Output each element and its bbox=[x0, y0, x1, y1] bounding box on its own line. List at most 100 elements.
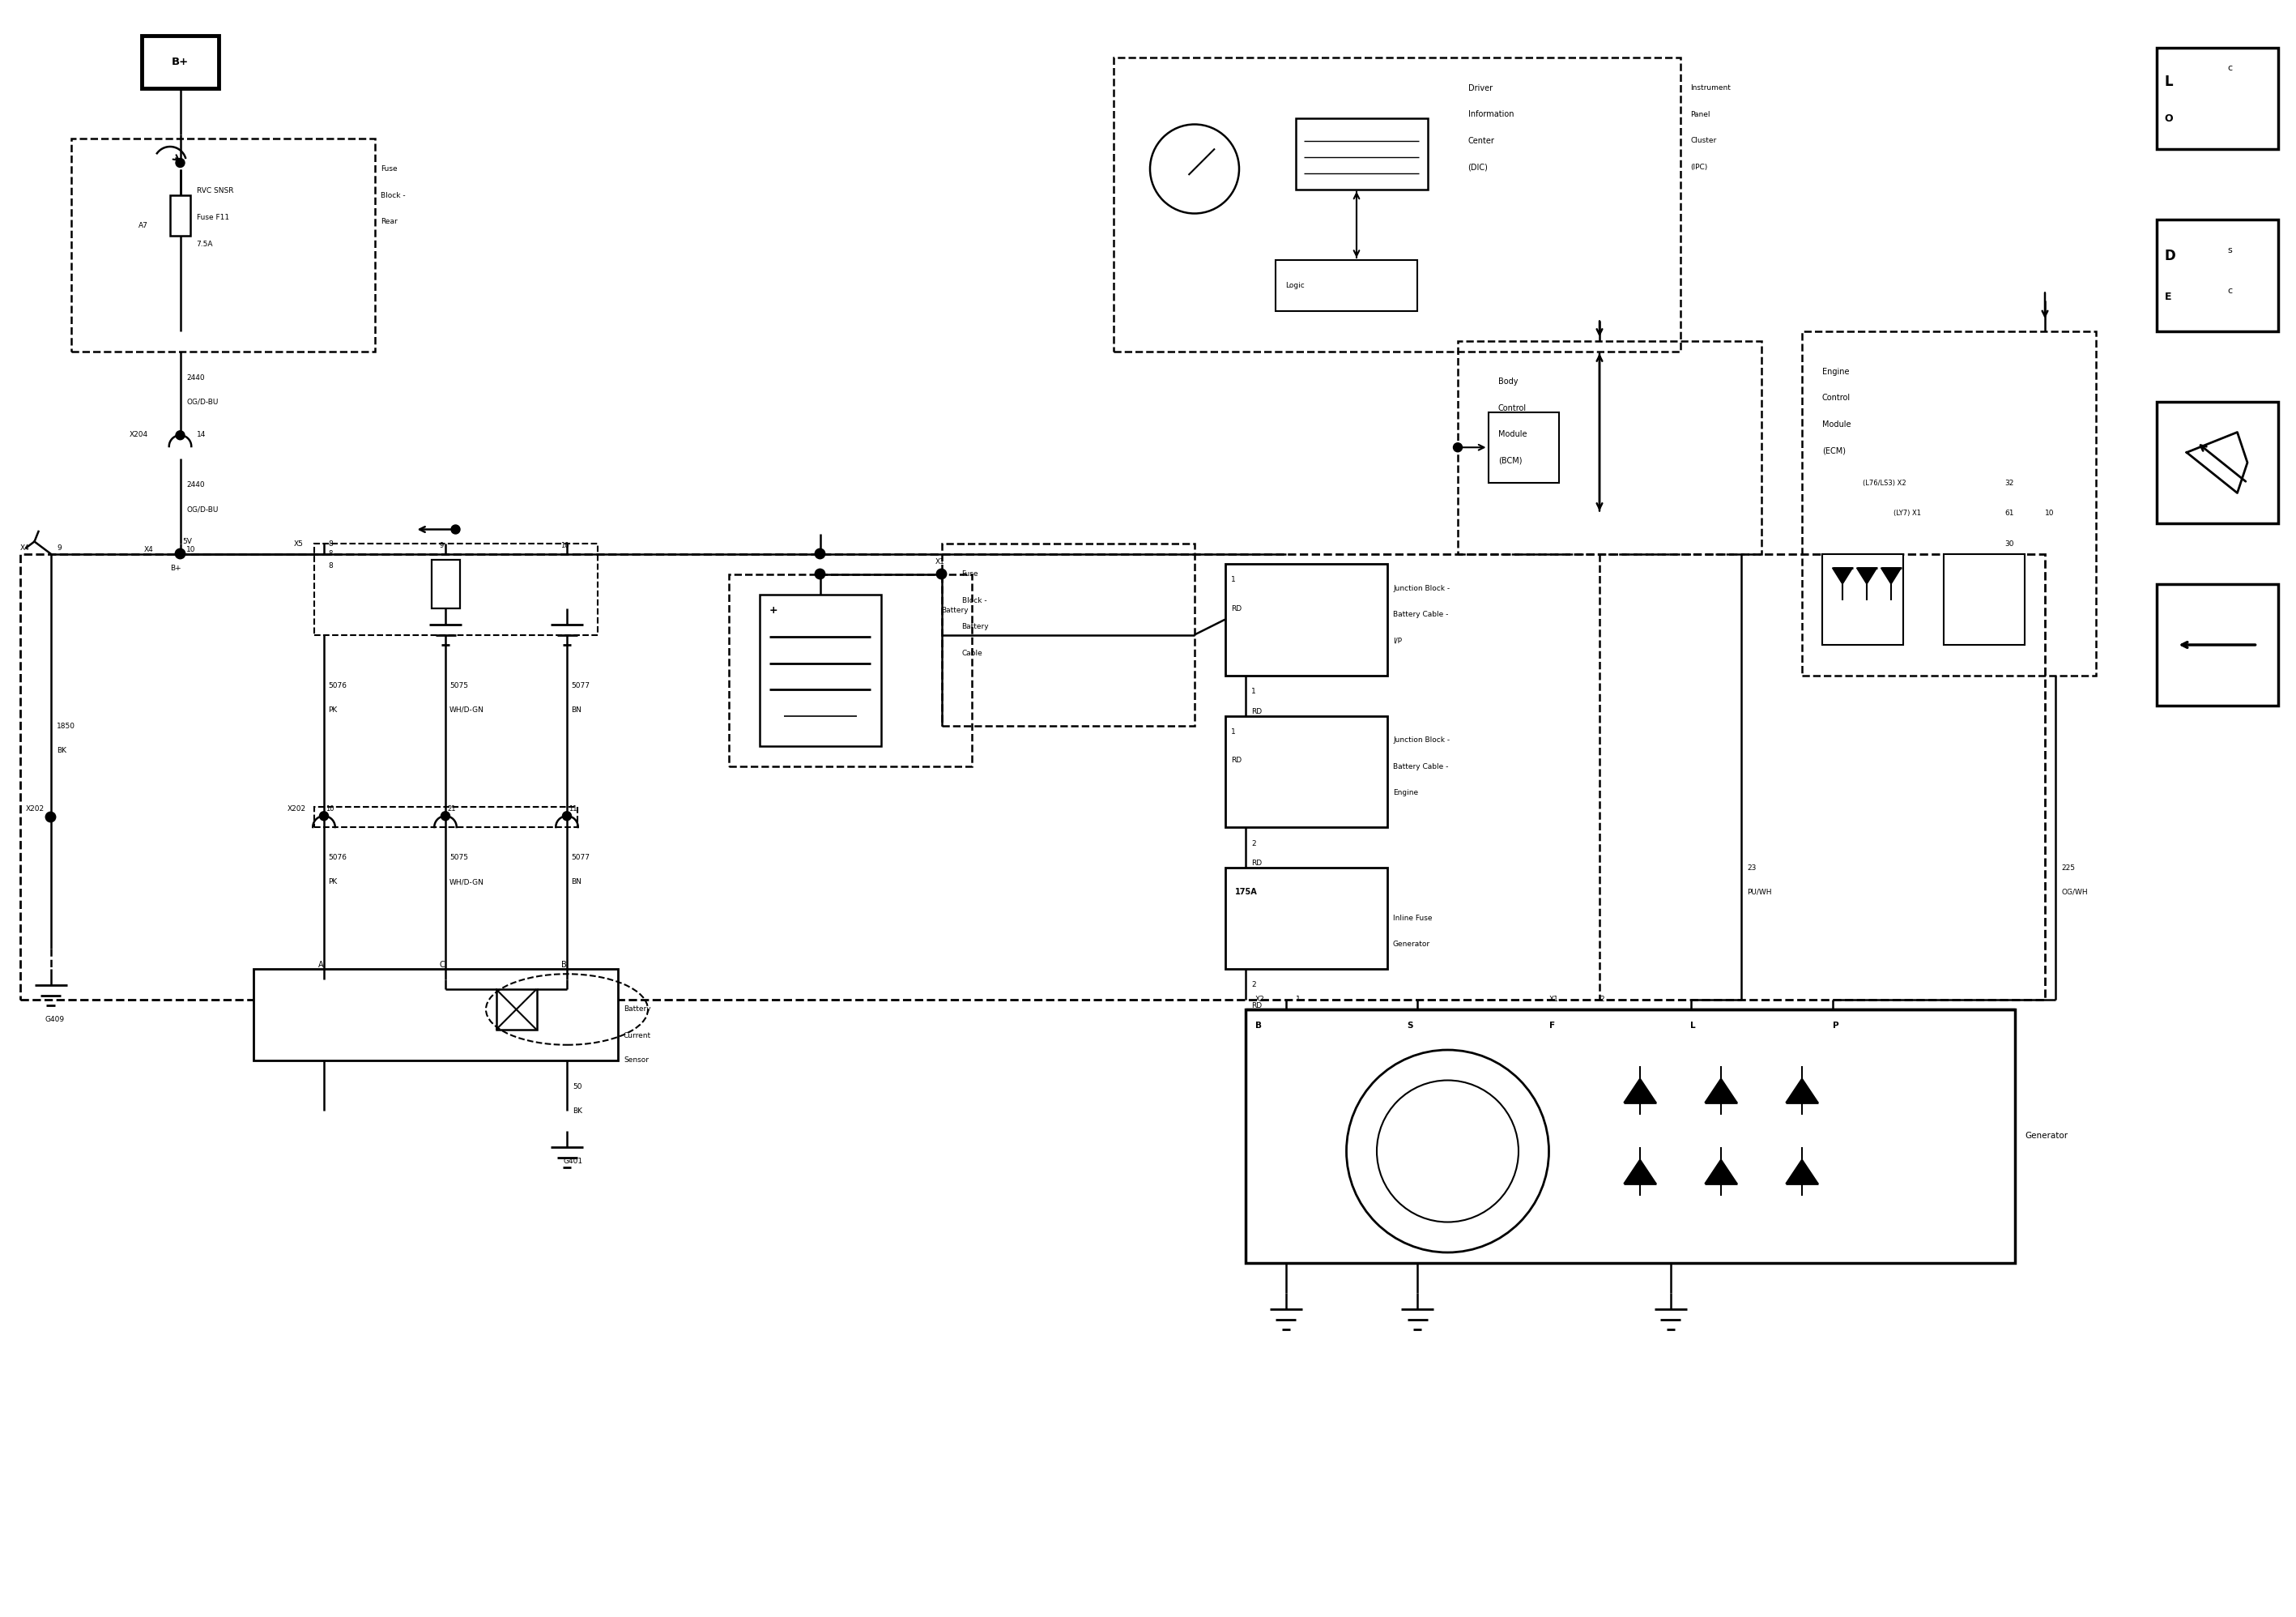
Text: Control: Control bbox=[1823, 393, 1851, 401]
Text: Battery: Battery bbox=[941, 606, 969, 614]
Text: Cable: Cable bbox=[962, 650, 983, 657]
Circle shape bbox=[815, 548, 824, 559]
Text: PK: PK bbox=[328, 878, 338, 886]
Text: Information: Information bbox=[1467, 110, 1513, 118]
Text: 8: 8 bbox=[328, 550, 333, 558]
Text: RD: RD bbox=[1251, 860, 1263, 867]
Bar bbox=[941, 543, 1194, 726]
Polygon shape bbox=[1880, 568, 1901, 584]
Text: OG/WH: OG/WH bbox=[2062, 888, 2087, 896]
Bar bbox=[253, 969, 618, 1061]
Text: 8: 8 bbox=[328, 540, 333, 547]
Text: Module: Module bbox=[1823, 420, 1851, 429]
Text: X2: X2 bbox=[1256, 996, 1265, 1003]
Text: 10: 10 bbox=[560, 542, 569, 550]
Circle shape bbox=[177, 158, 184, 167]
Bar bbox=[760, 593, 882, 745]
Text: (DIC): (DIC) bbox=[1467, 163, 1488, 171]
Text: RVC SNSR: RVC SNSR bbox=[197, 188, 234, 194]
Bar bbox=[1458, 341, 1761, 553]
Text: G409: G409 bbox=[44, 1015, 64, 1024]
Bar bbox=[142, 36, 218, 87]
Text: s: s bbox=[2227, 246, 2232, 254]
Text: X202: X202 bbox=[287, 805, 305, 813]
Bar bbox=[1277, 260, 1417, 310]
Text: Fuse F11: Fuse F11 bbox=[197, 213, 230, 222]
Text: PU/WH: PU/WH bbox=[1747, 888, 1773, 896]
Text: 5077: 5077 bbox=[572, 854, 590, 862]
Text: RD: RD bbox=[1231, 757, 1242, 763]
Text: BN: BN bbox=[572, 707, 581, 713]
Text: BK: BK bbox=[574, 1108, 583, 1114]
Polygon shape bbox=[1706, 1079, 1738, 1103]
Text: c: c bbox=[2227, 286, 2232, 294]
Text: RD: RD bbox=[1231, 605, 1242, 613]
Polygon shape bbox=[1623, 1159, 1655, 1184]
Text: 5076: 5076 bbox=[328, 854, 347, 862]
Bar bbox=[1488, 412, 1559, 483]
Text: 9: 9 bbox=[57, 543, 62, 551]
Text: 175A: 175A bbox=[1235, 888, 1258, 896]
Circle shape bbox=[1453, 443, 1463, 451]
Text: Logic: Logic bbox=[1286, 281, 1304, 289]
Bar bbox=[2156, 401, 2278, 524]
Text: Rear: Rear bbox=[381, 218, 397, 225]
Polygon shape bbox=[1857, 568, 1876, 584]
Bar bbox=[1226, 716, 1387, 828]
Text: 14: 14 bbox=[197, 430, 207, 438]
Text: Engine: Engine bbox=[1394, 789, 1419, 796]
Text: BK: BK bbox=[57, 747, 67, 754]
Text: RD: RD bbox=[1251, 1001, 1263, 1009]
Text: Engine: Engine bbox=[1823, 367, 1848, 375]
Bar bbox=[1244, 1009, 2014, 1263]
Circle shape bbox=[177, 430, 184, 440]
Circle shape bbox=[174, 548, 186, 559]
Text: 10: 10 bbox=[186, 547, 195, 553]
Text: Battery: Battery bbox=[962, 623, 990, 631]
Bar bbox=[315, 807, 576, 828]
Text: B+: B+ bbox=[170, 564, 181, 571]
Text: (LY7) X1: (LY7) X1 bbox=[1894, 509, 1922, 517]
Text: Body: Body bbox=[1499, 377, 1518, 385]
Text: 5077: 5077 bbox=[572, 682, 590, 689]
Bar bbox=[2156, 47, 2278, 149]
Text: 2: 2 bbox=[1251, 982, 1256, 988]
Text: C: C bbox=[439, 960, 445, 969]
Bar bbox=[496, 990, 537, 1030]
Bar bbox=[1114, 58, 1681, 351]
Text: WH/D-GN: WH/D-GN bbox=[450, 707, 484, 713]
Bar bbox=[71, 139, 374, 351]
Bar bbox=[2156, 584, 2278, 705]
Polygon shape bbox=[1706, 1159, 1738, 1184]
Text: 30: 30 bbox=[2004, 540, 2014, 547]
Text: Module: Module bbox=[1499, 430, 1527, 438]
Text: A7: A7 bbox=[138, 222, 147, 230]
Text: 5V: 5V bbox=[181, 538, 193, 545]
Text: X1: X1 bbox=[1550, 996, 1559, 1003]
Text: 225: 225 bbox=[2062, 863, 2076, 872]
Text: 7.5A: 7.5A bbox=[197, 241, 214, 247]
Bar bbox=[1802, 331, 2096, 676]
Text: Fuse: Fuse bbox=[962, 571, 978, 577]
Text: 1: 1 bbox=[1231, 728, 1235, 736]
Text: Battery: Battery bbox=[625, 1006, 650, 1014]
Text: Battery Cable -: Battery Cable - bbox=[1394, 611, 1449, 618]
Circle shape bbox=[563, 812, 572, 820]
Text: Instrument: Instrument bbox=[1690, 84, 1731, 92]
Circle shape bbox=[937, 569, 946, 579]
Text: 5075: 5075 bbox=[450, 682, 468, 689]
Text: B: B bbox=[1256, 1022, 1263, 1030]
Text: 10: 10 bbox=[2046, 509, 2055, 517]
Text: Driver: Driver bbox=[1467, 84, 1492, 92]
Circle shape bbox=[46, 812, 55, 821]
Bar bbox=[1945, 553, 2025, 645]
Text: Panel: Panel bbox=[1690, 110, 1711, 118]
Text: Block -: Block - bbox=[962, 597, 987, 603]
Text: Generator: Generator bbox=[2025, 1132, 2069, 1140]
Text: 9: 9 bbox=[439, 542, 443, 550]
Text: 1: 1 bbox=[1295, 996, 1300, 1003]
Circle shape bbox=[815, 569, 824, 579]
Text: 8: 8 bbox=[328, 563, 333, 569]
Bar bbox=[432, 559, 459, 608]
Text: 50: 50 bbox=[574, 1083, 583, 1090]
